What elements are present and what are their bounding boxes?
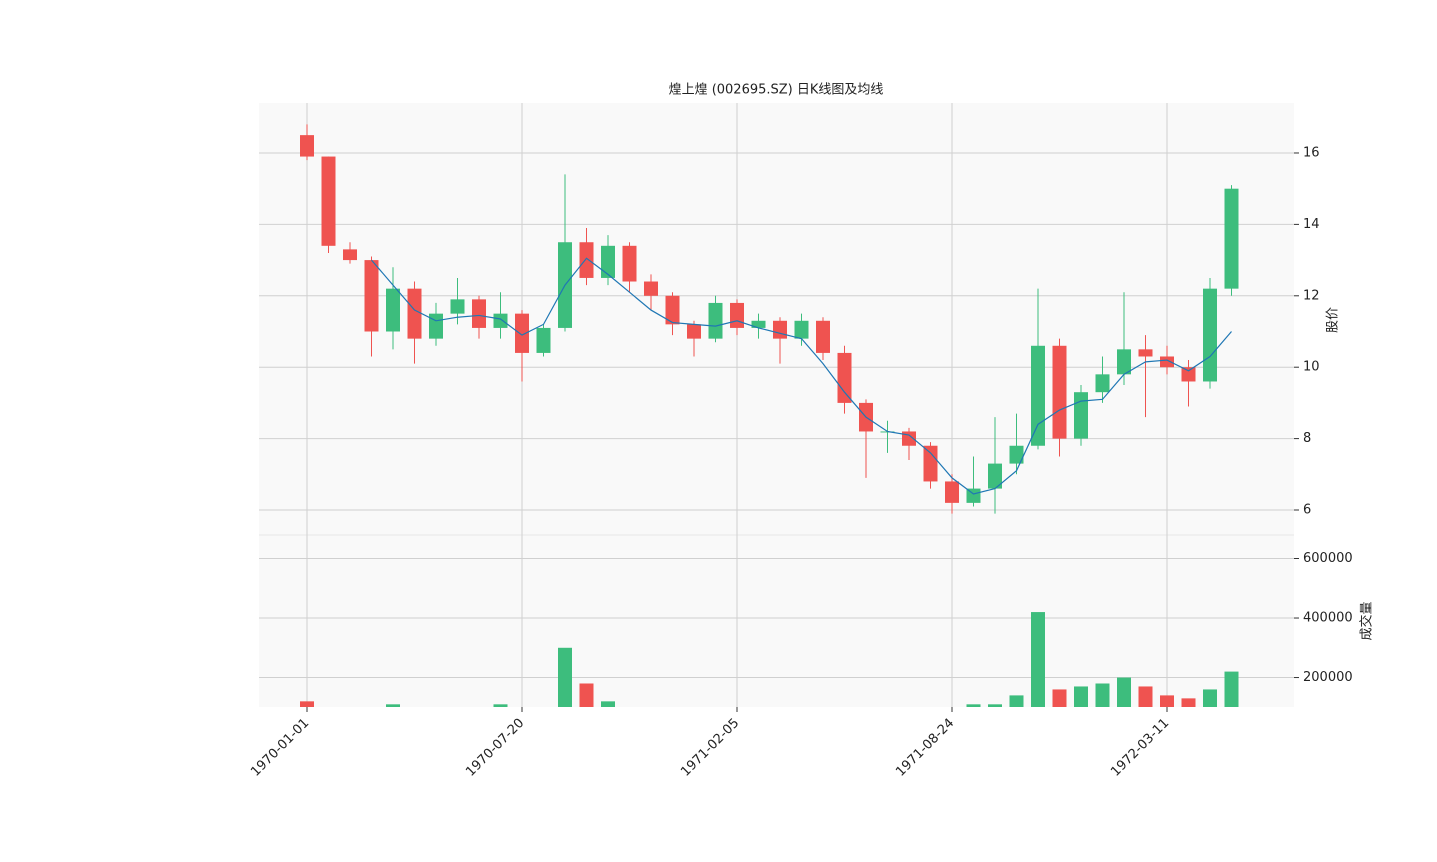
candle-body [988, 463, 1002, 489]
candle-body [450, 299, 465, 314]
volume-bar [1138, 686, 1153, 707]
candle-body [708, 302, 723, 339]
candle-body [1009, 445, 1024, 464]
candle-body [343, 249, 357, 261]
candle-body [923, 445, 938, 482]
volume-bar [1203, 689, 1217, 707]
candle-body [1117, 349, 1131, 375]
candle-body [536, 327, 551, 353]
candle-body [1074, 392, 1088, 439]
volume-bar [1052, 689, 1067, 707]
candle-body [493, 313, 508, 328]
volume-bar [1074, 686, 1088, 707]
candle-body [1224, 188, 1239, 289]
x-tick-label: 1970-01-01 [248, 716, 312, 780]
candle-body [579, 242, 594, 278]
y2-tick-label: 200000 [1303, 670, 1353, 685]
candle-body [945, 481, 959, 503]
volume-bar [1095, 683, 1110, 707]
y-tick-label: 10 [1303, 360, 1320, 375]
candle-body [429, 313, 443, 339]
y2-tick-label: 600000 [1303, 551, 1353, 566]
volume-bar [386, 704, 400, 707]
y-tick-label: 14 [1303, 217, 1320, 232]
x-tick-label: 1972-03-11 [1108, 716, 1172, 780]
volume-bar [1117, 677, 1131, 707]
y-tick-label: 16 [1303, 145, 1320, 160]
volume-bar [988, 704, 1002, 707]
volume-bar [1181, 698, 1196, 707]
y2-tick-label: 400000 [1303, 611, 1353, 626]
candle-body [730, 302, 744, 328]
candle-body [321, 156, 336, 246]
volume-bar [966, 704, 981, 707]
volume-bar [558, 647, 572, 707]
candle-body [1203, 288, 1217, 382]
y2-axis-label: 成交量 [1359, 601, 1375, 640]
moving-average-line [371, 257, 1232, 495]
y-tick-label: 6 [1303, 503, 1311, 518]
candle-body [1181, 367, 1196, 382]
candle-body [515, 313, 529, 353]
candle-body [1138, 349, 1153, 357]
candle-body [1095, 374, 1110, 393]
y-axis-label: 股价 [1326, 307, 1341, 333]
candle-body [386, 288, 400, 332]
volume-bar [1224, 671, 1239, 707]
candle-body [1160, 356, 1174, 368]
candle-body [472, 299, 486, 328]
y-tick-label: 12 [1303, 288, 1320, 303]
candle-body [966, 488, 981, 503]
volume-bar [300, 701, 314, 707]
candle-body [601, 245, 615, 278]
x-tick-label: 1971-02-05 [678, 716, 742, 780]
candle-body [794, 320, 809, 339]
candle-body [773, 320, 787, 339]
candle-body [364, 260, 379, 332]
candle-body [665, 295, 680, 325]
x-tick-label: 1971-08-24 [893, 716, 957, 780]
candle-body [687, 324, 701, 339]
volume-bar [1031, 612, 1045, 707]
y-tick-label: 8 [1303, 431, 1311, 446]
candle-body [644, 281, 658, 296]
volume-bar [1009, 695, 1024, 707]
volume-bar [579, 683, 594, 707]
candle-body [407, 288, 422, 339]
x-tick-label: 1970-07-20 [463, 716, 527, 780]
chart-title: 煌上煌 (002695.SZ) 日K线图及均线 [669, 83, 884, 98]
volume-bar [1160, 695, 1174, 707]
volume-bar [493, 704, 508, 707]
candle-body [816, 320, 830, 353]
candle-body [1052, 345, 1067, 439]
candle-body [300, 135, 314, 157]
volume-bar [601, 701, 615, 707]
candle-body [622, 245, 637, 282]
candle-body [837, 352, 852, 403]
volume-panel [259, 535, 1294, 707]
candle-body [751, 320, 766, 328]
candle-body [1031, 345, 1045, 446]
